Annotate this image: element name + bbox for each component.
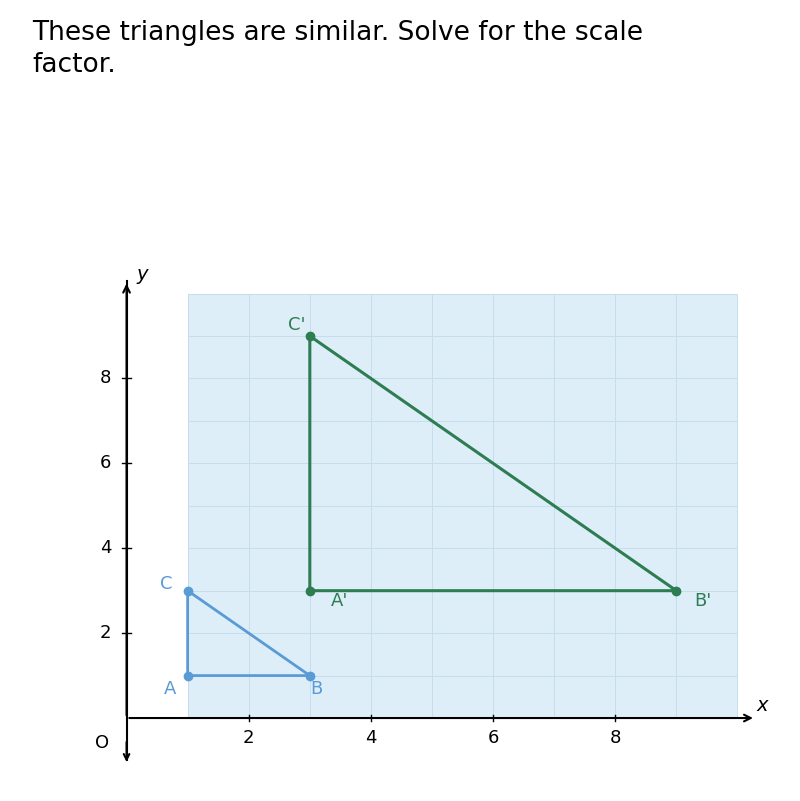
Text: y: y	[136, 265, 147, 284]
Text: B': B'	[694, 592, 712, 610]
Text: A: A	[164, 680, 177, 698]
Text: 2: 2	[100, 624, 111, 642]
Text: 4: 4	[100, 539, 111, 557]
Text: 8: 8	[100, 369, 111, 388]
Bar	[188, 293, 738, 718]
Text: C: C	[160, 575, 173, 594]
Text: 8: 8	[610, 729, 621, 747]
Text: factor.: factor.	[32, 52, 116, 78]
Text: 2: 2	[243, 729, 254, 747]
Text: C': C'	[289, 316, 306, 334]
Text: O: O	[95, 735, 109, 752]
Text: B: B	[310, 680, 322, 698]
Text: These triangles are similar. Solve for the scale: These triangles are similar. Solve for t…	[32, 20, 643, 46]
Text: 6: 6	[100, 454, 111, 473]
Text: 6: 6	[487, 729, 498, 747]
Text: 4: 4	[365, 729, 377, 747]
Text: A': A'	[331, 592, 349, 610]
Text: x: x	[756, 696, 768, 714]
